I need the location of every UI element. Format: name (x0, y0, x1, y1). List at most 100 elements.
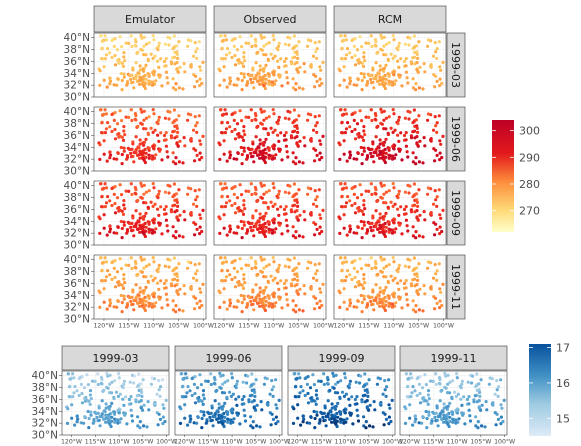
bottom-data-point (471, 374, 475, 378)
top-data-point (108, 125, 112, 129)
top-data-point (151, 204, 155, 208)
top-data-point (220, 261, 224, 265)
top-panel-border (333, 32, 447, 98)
top-data-point (236, 77, 240, 81)
bottom-data-point (104, 406, 108, 410)
top-data-point (156, 59, 160, 63)
top-data-point (254, 77, 258, 81)
top-data-point (320, 81, 324, 86)
top-data-point (390, 157, 394, 161)
top-data-point (178, 65, 182, 69)
top-data-point (157, 44, 161, 48)
top-data-point (108, 224, 112, 228)
top-data-point (181, 87, 185, 91)
top-data-point (233, 137, 238, 141)
top-data-point (382, 118, 386, 122)
top-data-point (397, 139, 401, 143)
top-data-point (236, 225, 240, 229)
top-data-point (297, 160, 301, 164)
top-data-point (235, 48, 240, 52)
bottom-data-point (68, 377, 72, 381)
top-data-point (233, 259, 237, 263)
top-data-point (233, 127, 237, 132)
top-data-point (200, 81, 204, 86)
top-data-point (98, 182, 103, 186)
top-data-point (150, 305, 154, 309)
top-data-point (112, 231, 116, 235)
top-data-point (394, 79, 398, 83)
top-data-point (248, 73, 252, 78)
top-data-point (369, 108, 373, 112)
bottom-data-point (355, 395, 359, 399)
top-data-point (182, 210, 186, 214)
bottom-x-tick-label: 115°W (423, 438, 444, 446)
bottom-data-point (342, 408, 346, 412)
top-data-point (115, 196, 120, 200)
top-x-tick-label: 110°W (383, 322, 404, 330)
top-data-point (433, 189, 437, 193)
top-data-point (348, 224, 352, 228)
top-data-point (124, 263, 128, 267)
top-data-point (178, 213, 182, 217)
bottom-data-point (234, 386, 238, 390)
bottom-data-point (347, 397, 351, 401)
top-data-point (415, 290, 419, 294)
top-data-point (433, 85, 437, 89)
top-data-point (104, 112, 109, 116)
top-data-point (348, 150, 352, 154)
bottom-data-point (292, 372, 296, 376)
top-data-point (236, 280, 240, 284)
bottom-data-point (372, 400, 376, 404)
top-data-point (146, 205, 150, 209)
bottom-data-point (378, 402, 382, 406)
top-data-point (98, 231, 102, 235)
bottom-data-point (322, 372, 326, 376)
bottom-data-point (365, 382, 369, 386)
top-data-point (134, 296, 138, 300)
bottom-data-point (202, 397, 206, 401)
top-data-point (438, 65, 442, 69)
bottom-data-point (150, 376, 154, 380)
top-data-point (411, 278, 415, 282)
top-data-point (138, 68, 142, 72)
top-data-point (379, 76, 383, 80)
top-data-point (134, 135, 138, 139)
top-data-point (364, 263, 368, 267)
top-data-point (222, 213, 226, 217)
bottom-data-point (344, 392, 348, 396)
top-data-point (396, 48, 400, 52)
bottom-data-point (442, 406, 446, 410)
bottom-data-point (451, 410, 455, 414)
top-data-point (254, 148, 258, 152)
top-data-point (240, 45, 244, 49)
bottom-data-point (417, 421, 421, 425)
bottom-data-point (83, 415, 87, 419)
top-data-point (250, 118, 254, 123)
bottom-y-tick-label: 30°N (32, 430, 58, 442)
top-data-point (157, 41, 161, 45)
bottom-data-point (180, 385, 185, 389)
bottom-data-point (408, 416, 412, 420)
top-data-point (394, 227, 398, 231)
bottom-data-point (250, 400, 254, 404)
top-data-point (130, 192, 134, 197)
bottom-data-point (96, 411, 100, 415)
top-data-point (264, 42, 268, 46)
bottom-data-point (98, 424, 102, 428)
top-data-point (306, 118, 310, 122)
top-data-point (103, 131, 107, 135)
top-data-point (176, 278, 180, 282)
top-data-point (374, 74, 378, 78)
top-data-point (378, 156, 382, 160)
top-data-point (176, 292, 180, 296)
bottom-data-point (129, 408, 133, 412)
top-points (97, 33, 205, 92)
top-data-point (400, 84, 404, 88)
bottom-data-point (193, 375, 197, 379)
top-data-point (166, 229, 170, 233)
top-data-point (147, 263, 151, 267)
top-data-point (362, 297, 366, 301)
top-data-point (417, 188, 421, 192)
top-data-point (296, 278, 300, 282)
top-data-point (405, 224, 409, 228)
